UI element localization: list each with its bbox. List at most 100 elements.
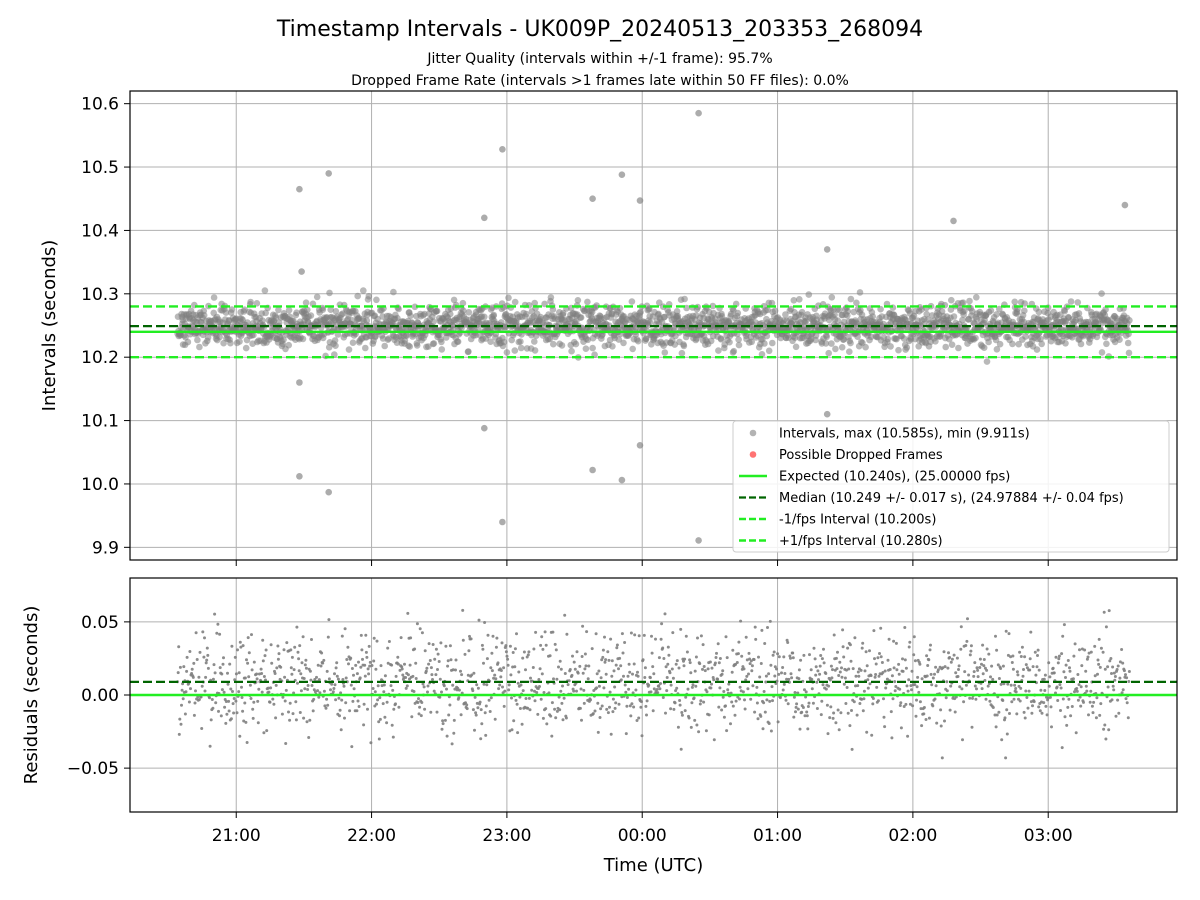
residual-point [329, 688, 332, 692]
residual-point [750, 669, 754, 673]
residual-point [357, 705, 361, 708]
residual-point [307, 736, 311, 739]
residual-point [771, 653, 775, 657]
residual-point [564, 716, 568, 720]
residual-point [483, 621, 487, 624]
residual-point [832, 633, 836, 637]
residual-point [976, 675, 980, 679]
interval-point [349, 339, 357, 347]
residual-point [783, 672, 787, 675]
residual-point [768, 699, 772, 703]
top-y-tick-label: 9.9 [92, 538, 119, 558]
legend-entry-label: Intervals, max (10.585s), min (9.911s) [779, 427, 1030, 442]
interval-point [1033, 346, 1041, 353]
residual-point [524, 697, 528, 700]
residual-point [322, 689, 326, 693]
interval-point [362, 344, 369, 352]
residual-point [686, 687, 690, 691]
interval-point [715, 347, 722, 354]
residual-point [645, 699, 649, 703]
residual-point [1064, 676, 1067, 679]
residual-point [939, 708, 943, 712]
residual-point [1014, 690, 1018, 694]
interval-outlier-point [325, 170, 333, 177]
residual-point [716, 642, 720, 646]
interval-point [327, 306, 335, 314]
residual-point [1033, 650, 1037, 654]
residual-point [551, 630, 555, 634]
residual-point [396, 655, 400, 659]
residual-point [450, 742, 454, 746]
residual-point [1110, 672, 1113, 675]
residual-point [419, 714, 423, 718]
residual-point [1045, 713, 1049, 717]
residual-point [205, 658, 209, 662]
residual-point [873, 657, 876, 661]
residual-point [289, 666, 293, 670]
residual-point [827, 684, 831, 688]
residual-point [871, 702, 875, 706]
residual-point [442, 684, 446, 688]
residual-point [324, 706, 328, 710]
interval-point [381, 342, 389, 350]
residual-point [370, 664, 374, 667]
residual-point [552, 677, 555, 681]
residual-point [1007, 632, 1011, 636]
residual-point [1005, 708, 1009, 712]
residual-point [872, 629, 876, 633]
residual-point [949, 684, 953, 688]
residual-point [920, 677, 924, 681]
residual-point [598, 716, 602, 719]
residual-point [1113, 678, 1117, 682]
residual-point [953, 710, 957, 714]
residual-point [467, 649, 471, 653]
residual-point [726, 688, 730, 692]
residual-point [452, 718, 456, 722]
residual-point [820, 657, 824, 661]
residual-point [555, 677, 559, 681]
residual-point [1039, 688, 1043, 692]
residual-point [191, 675, 195, 679]
residual-point [240, 685, 243, 689]
residual-point [484, 733, 488, 737]
interval-outlier-point [636, 442, 644, 449]
residual-point [312, 697, 316, 701]
residual-point [1101, 650, 1105, 654]
residual-point [780, 671, 783, 675]
residual-point [690, 685, 694, 689]
residual-point [692, 696, 696, 700]
residual-point [264, 648, 268, 652]
residual-point [934, 684, 938, 688]
residual-point [627, 662, 631, 666]
top-axes-frame [129, 90, 1178, 561]
residual-point [936, 668, 940, 672]
residual-point [747, 672, 750, 676]
residual-point [802, 653, 806, 657]
residual-point [490, 669, 494, 673]
residual-point [674, 662, 678, 666]
residual-point [1096, 658, 1100, 662]
residual-point [731, 648, 735, 652]
residual-point [1003, 716, 1007, 720]
interval-point [558, 342, 566, 349]
residual-point [881, 671, 885, 674]
residual-point [1037, 668, 1041, 672]
residual-point [767, 722, 771, 725]
interval-point [961, 307, 968, 315]
residual-point [859, 668, 863, 672]
residual-point [400, 667, 404, 671]
residual-point [810, 677, 814, 681]
residual-point [337, 696, 341, 700]
residual-point [891, 697, 895, 701]
residual-point [1113, 675, 1117, 678]
residual-point [702, 700, 706, 704]
residual-point [561, 718, 565, 722]
residual-points [176, 608, 1131, 760]
residual-point [815, 707, 819, 710]
interval-point [846, 348, 853, 356]
residual-point [879, 626, 883, 630]
residual-point [968, 653, 972, 657]
residual-point [505, 654, 509, 658]
residual-point [595, 686, 599, 690]
interval-outlier-point [618, 476, 626, 484]
